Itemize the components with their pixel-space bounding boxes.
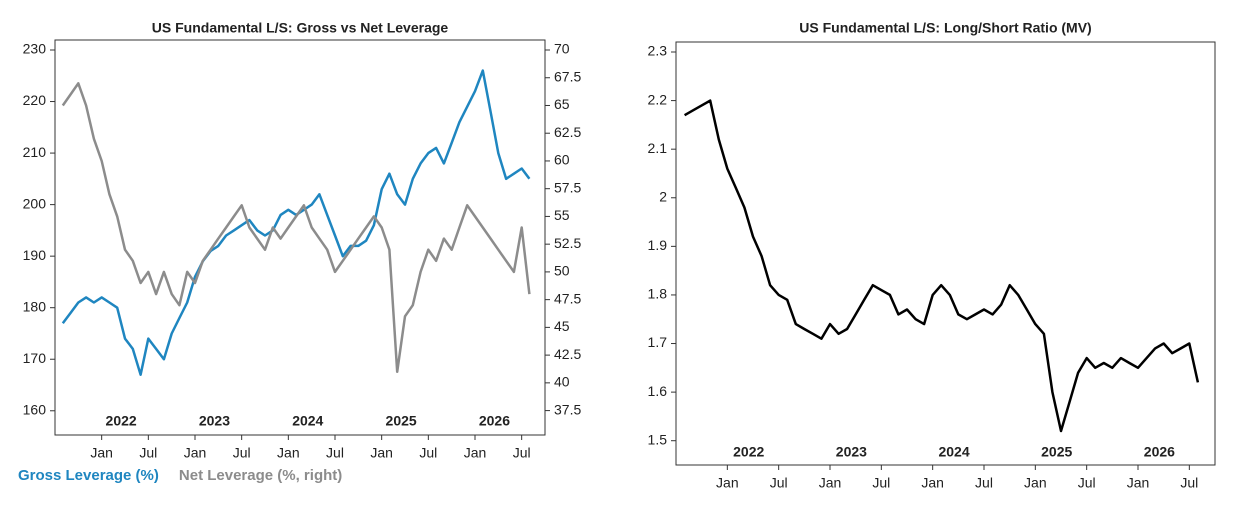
y-tick-label: 170	[23, 350, 47, 366]
year-label: 2022	[733, 444, 764, 460]
y2-tick-label: 55	[554, 207, 570, 223]
year-label: 2026	[1144, 444, 1175, 460]
x-tick-label: Jul	[1078, 475, 1096, 491]
y-tick-label: 180	[23, 298, 47, 314]
x-tick-label: Jul	[770, 475, 788, 491]
x-tick-label: Jan	[277, 445, 300, 461]
chart-title: US Fundamental L/S: Long/Short Ratio (MV…	[799, 20, 1091, 36]
y-tick-label: 2	[659, 188, 667, 204]
series-line	[683, 99, 1200, 433]
y-tick-label: 1.9	[648, 237, 668, 253]
chart-title: US Fundamental L/S: Gross vs Net Leverag…	[152, 20, 449, 36]
x-tick-label: Jan	[184, 445, 207, 461]
y-tick-label: 210	[23, 144, 47, 160]
x-tick-label: Jul	[872, 475, 890, 491]
y2-tick-label: 50	[554, 263, 570, 279]
x-tick-label: Jan	[1127, 475, 1150, 491]
year-label: 2024	[938, 444, 969, 460]
y2-tick-label: 60	[554, 152, 570, 168]
year-label: 2023	[199, 413, 230, 429]
y2-tick-label: 45	[554, 318, 570, 334]
y-tick-label: 1.6	[648, 383, 668, 399]
x-tick-label: Jul	[419, 445, 437, 461]
series-line	[61, 69, 531, 376]
y-tick-label: 1.5	[648, 431, 668, 447]
y2-tick-label: 65	[554, 96, 570, 112]
x-tick-label: Jul	[326, 445, 344, 461]
x-tick-label: Jan	[921, 475, 944, 491]
y-tick-label: 200	[23, 195, 47, 211]
y-tick-label: 160	[23, 401, 47, 417]
y-tick-label: 220	[23, 92, 47, 108]
year-label: 2024	[292, 413, 323, 429]
year-label: 2025	[386, 413, 417, 429]
y2-tick-label: 42.5	[554, 346, 581, 362]
x-tick-label: Jan	[716, 475, 739, 491]
plot-frame	[675, 41, 1216, 466]
y-tick-label: 230	[23, 41, 47, 57]
y-tick-label: 2.3	[648, 43, 668, 59]
year-label: 2026	[479, 413, 510, 429]
x-tick-label: Jul	[233, 445, 251, 461]
legend-entry: Net Leverage (%, right)	[179, 467, 342, 484]
x-tick-label: Jan	[819, 475, 842, 491]
y2-tick-label: 70	[554, 41, 570, 57]
series-line	[61, 82, 531, 374]
x-tick-label: Jan	[464, 445, 487, 461]
legend-entry: Gross Leverage (%)	[18, 467, 159, 484]
y-tick-label: 190	[23, 247, 47, 263]
year-label: 2023	[836, 444, 867, 460]
x-tick-label: Jan	[1024, 475, 1047, 491]
x-tick-label: Jul	[139, 445, 157, 461]
y-tick-label: 2.2	[648, 91, 668, 107]
plot-frame	[54, 39, 546, 436]
year-label: 2022	[106, 413, 137, 429]
y2-tick-label: 62.5	[554, 124, 581, 140]
y-tick-label: 1.7	[648, 334, 668, 350]
x-tick-label: Jul	[1180, 475, 1198, 491]
y-tick-label: 1.8	[648, 286, 668, 302]
year-label: 2025	[1041, 444, 1072, 460]
x-tick-label: Jul	[513, 445, 531, 461]
y2-tick-label: 67.5	[554, 68, 581, 84]
x-tick-label: Jan	[370, 445, 393, 461]
y2-tick-label: 52.5	[554, 235, 581, 251]
y-tick-label: 2.1	[648, 140, 668, 156]
x-tick-label: Jan	[90, 445, 113, 461]
x-tick-label: Jul	[975, 475, 993, 491]
y2-tick-label: 57.5	[554, 179, 581, 195]
y2-tick-label: 37.5	[554, 401, 581, 417]
y2-tick-label: 40	[554, 374, 570, 390]
y2-tick-label: 47.5	[554, 290, 581, 306]
